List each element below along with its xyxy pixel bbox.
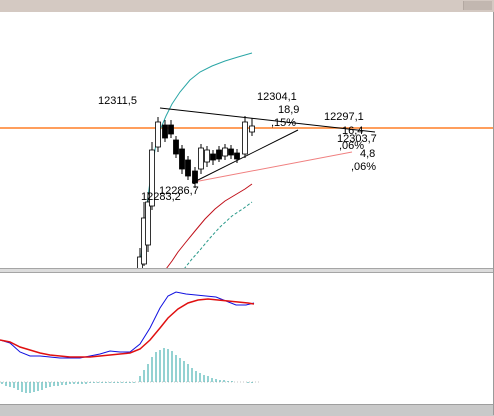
label-right-level: 12297,1 [324,111,364,123]
macd-indicator-panel[interactable] [0,272,493,402]
moving-average-teal [139,52,253,268]
candles-group [137,116,255,270]
moving-average-dashed [183,201,253,270]
candle-7[interactable] [173,139,179,155]
panel-separator[interactable] [0,268,494,273]
candle-18[interactable] [242,121,248,155]
label-high-right-change: 18,9 [278,104,299,116]
signal-line [0,298,255,358]
candle-19[interactable] [249,125,255,133]
label-low-a: 12286,7 [159,185,199,197]
label-high-right-value: 12304,1 [257,91,297,103]
candle-8[interactable] [179,148,185,170]
candle-14[interactable] [216,149,222,160]
candle-13[interactable] [210,153,216,161]
label-right-pct: ,06% [339,140,364,152]
candle-15[interactable] [222,147,228,157]
label-right-pct2: ,06% [351,161,376,173]
triangle-lower-line[interactable] [193,129,299,183]
window-control-button[interactable] [463,1,492,10]
candle-2[interactable] [145,201,151,246]
macd-line [0,291,255,359]
candle-11[interactable] [198,147,204,170]
label-right-level2: 12303,7 [337,133,377,145]
candle-12[interactable] [204,149,210,163]
label-high-left: 12311,5 [98,95,137,107]
window-title-strip [0,0,494,12]
macd-histogram [1,348,253,393]
price-chart-panel[interactable]: 12311,5 12304,1 18,9 ,15% 12297,1 16,4 ,… [0,12,493,270]
label-right-change2: 4,8 [360,148,375,160]
trend-line-red[interactable] [193,151,353,183]
candle-3[interactable] [149,149,155,207]
label-low-b: 12283,2 [141,191,181,203]
low-marker[interactable] [192,180,196,184]
footer-scrollbar[interactable] [0,404,494,416]
label-right-change: 16,4 [342,125,363,137]
candle-16[interactable] [228,148,234,156]
candle-4[interactable] [155,121,161,148]
triangle-upper-line[interactable] [159,107,376,133]
macd-svg [0,291,260,393]
candle-6[interactable] [168,124,174,135]
moving-average-red [165,183,253,270]
candle-9[interactable] [185,159,191,177]
price-chart-svg: 12311,5 12304,1 18,9 ,15% 12297,1 16,4 ,… [0,52,493,270]
candle-5[interactable] [162,124,168,139]
candle-17[interactable] [234,152,240,160]
label-high-right-pct: ,15% [271,117,296,129]
